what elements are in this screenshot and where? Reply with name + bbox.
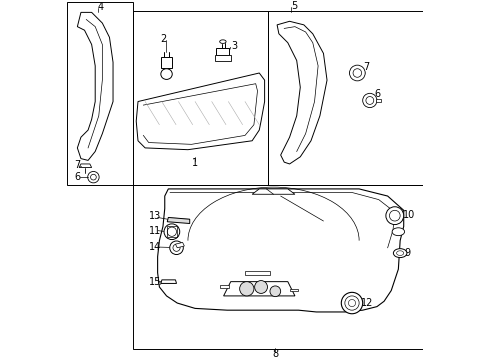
Text: 3: 3 bbox=[231, 41, 238, 51]
Polygon shape bbox=[290, 289, 298, 291]
Text: 9: 9 bbox=[405, 248, 411, 258]
Text: 1: 1 bbox=[192, 158, 198, 168]
Circle shape bbox=[390, 210, 400, 221]
Polygon shape bbox=[220, 285, 229, 288]
Circle shape bbox=[353, 69, 362, 77]
Polygon shape bbox=[215, 55, 231, 60]
Text: 4: 4 bbox=[98, 2, 104, 12]
Polygon shape bbox=[175, 242, 184, 248]
Polygon shape bbox=[277, 21, 327, 164]
Circle shape bbox=[255, 280, 268, 293]
Text: 14: 14 bbox=[149, 242, 162, 252]
Circle shape bbox=[348, 300, 356, 307]
Circle shape bbox=[164, 224, 180, 239]
Circle shape bbox=[342, 292, 363, 314]
Text: 10: 10 bbox=[403, 210, 415, 220]
Polygon shape bbox=[167, 217, 190, 224]
Text: 7: 7 bbox=[74, 160, 81, 170]
Ellipse shape bbox=[161, 69, 172, 80]
Circle shape bbox=[170, 241, 183, 255]
Text: 8: 8 bbox=[272, 349, 278, 359]
Circle shape bbox=[167, 227, 176, 237]
Text: 11: 11 bbox=[149, 226, 162, 236]
Polygon shape bbox=[217, 48, 229, 55]
Circle shape bbox=[240, 282, 254, 296]
Circle shape bbox=[91, 174, 96, 180]
Polygon shape bbox=[136, 73, 265, 150]
Circle shape bbox=[366, 96, 374, 104]
Polygon shape bbox=[223, 282, 295, 296]
Text: 6: 6 bbox=[74, 172, 81, 182]
Circle shape bbox=[88, 171, 99, 183]
Ellipse shape bbox=[392, 228, 405, 236]
Polygon shape bbox=[161, 57, 172, 68]
Text: 5: 5 bbox=[292, 1, 297, 11]
Circle shape bbox=[270, 286, 281, 297]
Circle shape bbox=[363, 93, 377, 108]
Polygon shape bbox=[158, 189, 404, 312]
Polygon shape bbox=[245, 271, 270, 275]
Polygon shape bbox=[159, 282, 161, 284]
Circle shape bbox=[173, 244, 180, 251]
Polygon shape bbox=[79, 164, 92, 167]
Circle shape bbox=[386, 207, 404, 225]
Polygon shape bbox=[77, 12, 113, 161]
Text: 7: 7 bbox=[363, 62, 369, 72]
Polygon shape bbox=[252, 189, 295, 194]
Ellipse shape bbox=[396, 251, 404, 256]
Text: 15: 15 bbox=[149, 276, 162, 287]
Text: 12: 12 bbox=[361, 298, 373, 309]
Circle shape bbox=[345, 296, 359, 310]
Text: 6: 6 bbox=[374, 89, 380, 99]
Text: 13: 13 bbox=[149, 211, 162, 221]
Polygon shape bbox=[161, 280, 176, 283]
Ellipse shape bbox=[393, 249, 407, 257]
Polygon shape bbox=[376, 99, 381, 102]
Ellipse shape bbox=[220, 40, 226, 44]
Circle shape bbox=[349, 65, 365, 81]
Text: 2: 2 bbox=[160, 34, 167, 44]
